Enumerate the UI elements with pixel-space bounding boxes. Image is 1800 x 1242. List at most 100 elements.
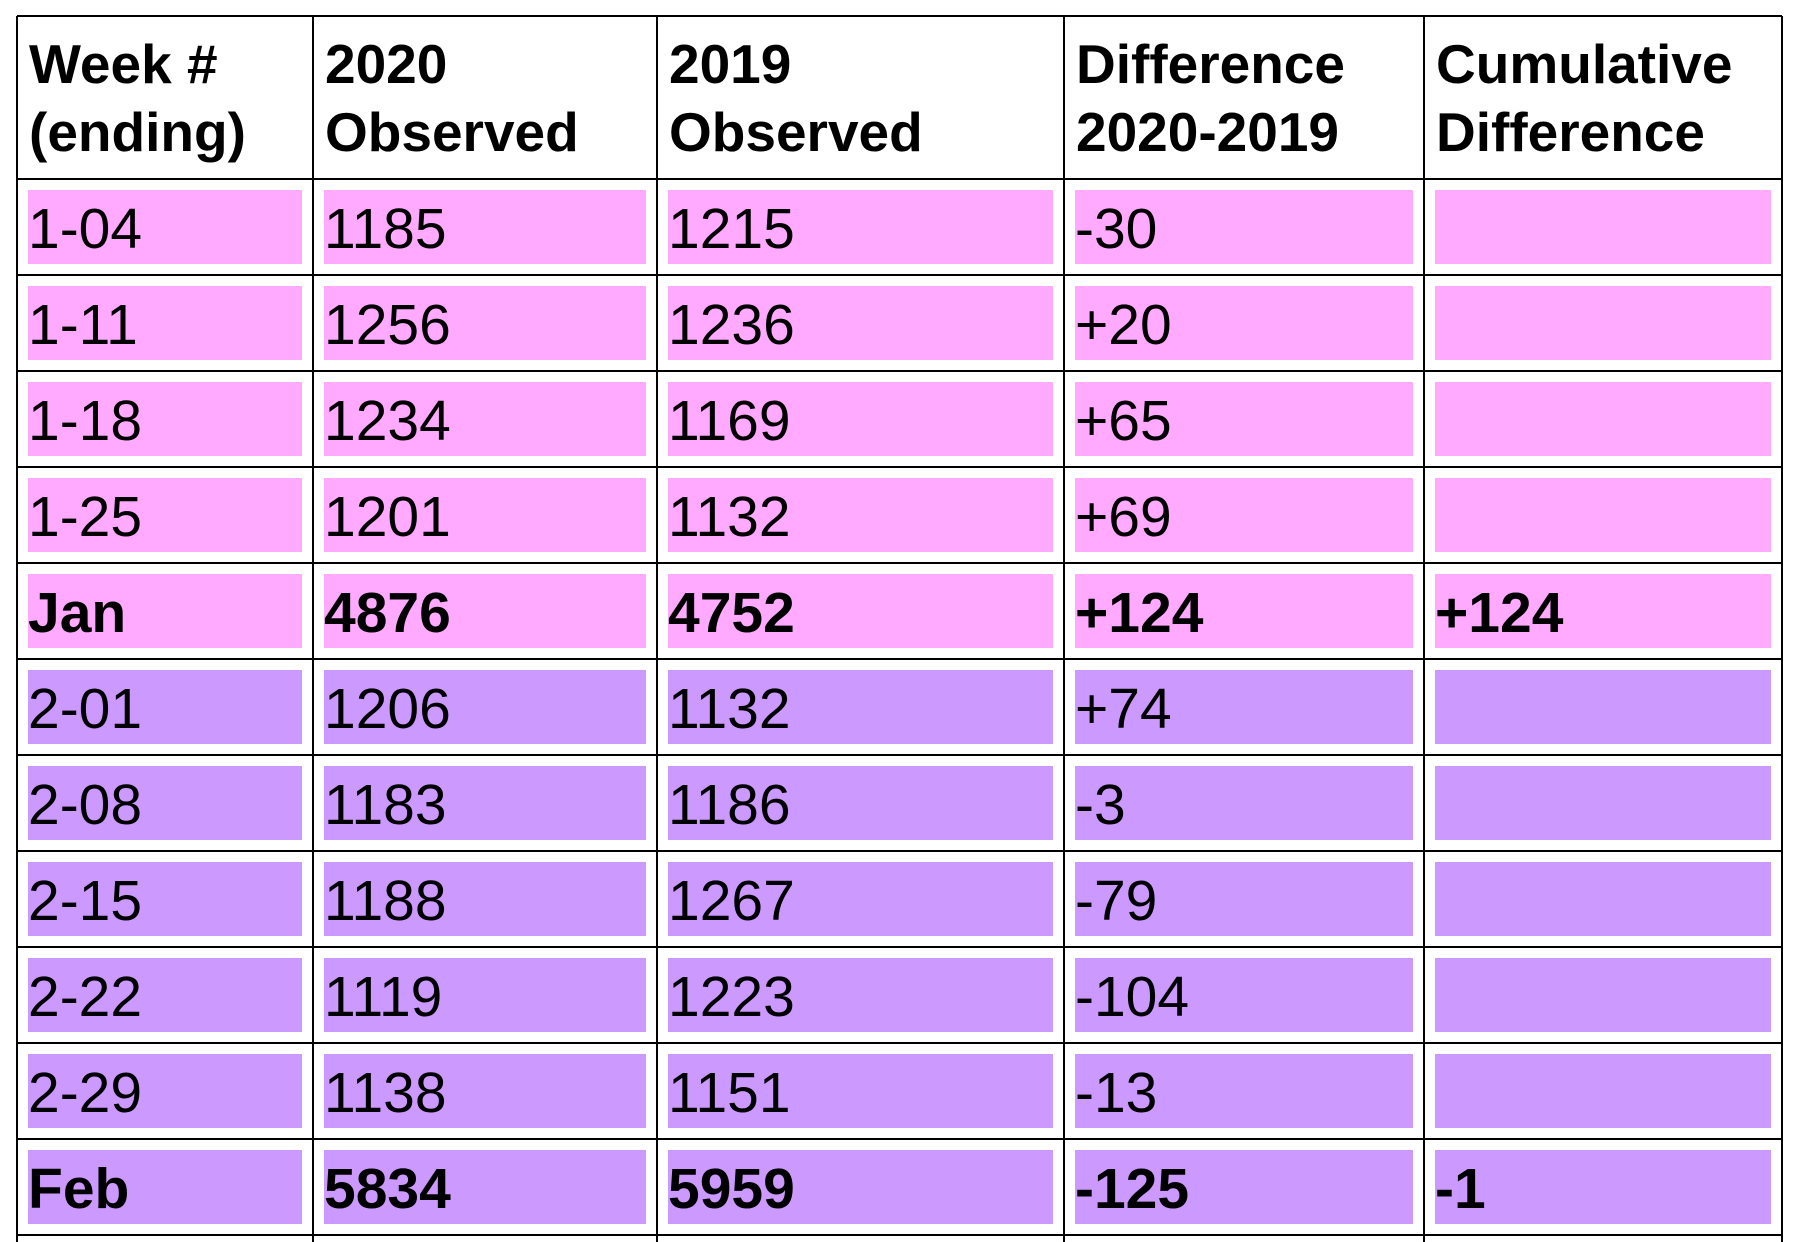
grid-line bbox=[17, 946, 1782, 948]
header-cell: 2019 Observed bbox=[669, 33, 923, 163]
cell-text: 2-29 bbox=[28, 1061, 143, 1125]
cell-text: -3 bbox=[1075, 773, 1126, 837]
grid-line bbox=[312, 16, 314, 1242]
cell-text: 1-25 bbox=[28, 485, 143, 549]
cell-text: 1201 bbox=[324, 485, 451, 549]
cell-fill bbox=[1075, 766, 1413, 840]
cell-text: 5834 bbox=[324, 1157, 451, 1221]
cell-text: 1267 bbox=[668, 869, 795, 933]
cell-fill bbox=[1435, 1150, 1771, 1224]
cell-text: Feb bbox=[28, 1157, 130, 1221]
cell-text: -30 bbox=[1075, 197, 1158, 261]
cell-fill bbox=[1435, 958, 1771, 1032]
grid-line bbox=[1781, 16, 1783, 1242]
cell-text: 1186 bbox=[668, 773, 791, 837]
cell-fill bbox=[324, 382, 646, 456]
cell-text: 1-11 bbox=[28, 293, 138, 357]
cell-fill bbox=[668, 574, 1053, 648]
cell-fill bbox=[668, 1054, 1053, 1128]
grid-line bbox=[17, 562, 1782, 564]
cell-text: 4752 bbox=[668, 581, 795, 645]
header-cell: Cumulative Difference bbox=[1436, 33, 1733, 163]
grid-line bbox=[656, 16, 658, 1242]
cell-fill bbox=[668, 670, 1053, 744]
grid-line bbox=[1063, 16, 1065, 1242]
cell-fill bbox=[28, 190, 302, 264]
cell-fill bbox=[668, 766, 1053, 840]
grid-line bbox=[17, 15, 1782, 17]
cell-fill bbox=[1075, 478, 1413, 552]
cell-fill bbox=[1435, 574, 1771, 648]
cell-text: 2-22 bbox=[28, 965, 143, 1029]
cell-text: 2-15 bbox=[28, 869, 143, 933]
cell-text: 1234 bbox=[324, 389, 451, 453]
cell-fill bbox=[1435, 286, 1771, 360]
cell-text: -79 bbox=[1075, 869, 1158, 933]
cell-text: +124 bbox=[1075, 581, 1204, 645]
cell-text: 1183 bbox=[324, 773, 447, 837]
grid-line bbox=[17, 178, 1782, 180]
cell-fill bbox=[668, 382, 1053, 456]
cell-text: 1185 bbox=[324, 197, 447, 261]
cell-fill bbox=[1075, 862, 1413, 936]
cell-text: 1119 bbox=[324, 965, 443, 1029]
cell-text: 1138 bbox=[324, 1061, 447, 1125]
cell-fill bbox=[1435, 862, 1771, 936]
grid-line bbox=[1423, 16, 1425, 1242]
cell-text: 2-08 bbox=[28, 773, 143, 837]
cell-text: -125 bbox=[1075, 1157, 1190, 1221]
cell-text: 1132 bbox=[668, 677, 791, 741]
cell-fill bbox=[28, 382, 302, 456]
cell-fill bbox=[28, 478, 302, 552]
cell-text: 1-18 bbox=[28, 389, 143, 453]
cell-fill bbox=[1075, 286, 1413, 360]
cell-fill bbox=[1075, 670, 1413, 744]
header-cell: 2020 Observed bbox=[325, 33, 579, 163]
cell-fill bbox=[1075, 958, 1413, 1032]
cell-text: 1-04 bbox=[28, 197, 143, 261]
grid-line bbox=[17, 1234, 1782, 1236]
cell-text: 1169 bbox=[668, 389, 791, 453]
cell-fill bbox=[1435, 766, 1771, 840]
grid-line bbox=[17, 466, 1782, 468]
grid-line bbox=[17, 658, 1782, 660]
header-cell: Difference 2020-2019 bbox=[1076, 33, 1345, 163]
cell-fill bbox=[28, 670, 302, 744]
cell-text: -104 bbox=[1075, 965, 1190, 1029]
cell-text: 1188 bbox=[324, 869, 447, 933]
cell-fill bbox=[28, 574, 302, 648]
cell-fill bbox=[324, 766, 646, 840]
cell-fill bbox=[324, 478, 646, 552]
cell-text: 1236 bbox=[668, 293, 795, 357]
cell-fill bbox=[324, 862, 646, 936]
cell-fill bbox=[1435, 382, 1771, 456]
cell-text: +20 bbox=[1075, 293, 1172, 357]
cell-fill bbox=[324, 958, 646, 1032]
cell-fill bbox=[28, 862, 302, 936]
cell-text: +74 bbox=[1075, 677, 1172, 741]
cell-fill bbox=[1075, 190, 1413, 264]
cell-fill bbox=[1435, 1054, 1771, 1128]
grid-line bbox=[17, 370, 1782, 372]
cell-text: -1 bbox=[1435, 1157, 1486, 1221]
cell-text: +65 bbox=[1075, 389, 1172, 453]
cell-fill bbox=[28, 1150, 302, 1224]
cell-fill bbox=[324, 286, 646, 360]
cell-fill bbox=[324, 574, 646, 648]
cell-fill bbox=[324, 670, 646, 744]
cell-text: -13 bbox=[1075, 1061, 1158, 1125]
cell-fill bbox=[324, 1054, 646, 1128]
grid-line bbox=[16, 16, 18, 1242]
cell-fill bbox=[1435, 478, 1771, 552]
cell-fill bbox=[668, 286, 1053, 360]
cell-fill bbox=[1435, 190, 1771, 264]
cell-fill bbox=[668, 190, 1053, 264]
cell-text: 5959 bbox=[668, 1157, 795, 1221]
cell-fill bbox=[1075, 1150, 1413, 1224]
grid-line bbox=[17, 274, 1782, 276]
cell-fill bbox=[1075, 1054, 1413, 1128]
header-cell: Week # (ending) bbox=[29, 33, 246, 163]
grid-line bbox=[17, 1138, 1782, 1140]
cell-fill bbox=[1435, 670, 1771, 744]
